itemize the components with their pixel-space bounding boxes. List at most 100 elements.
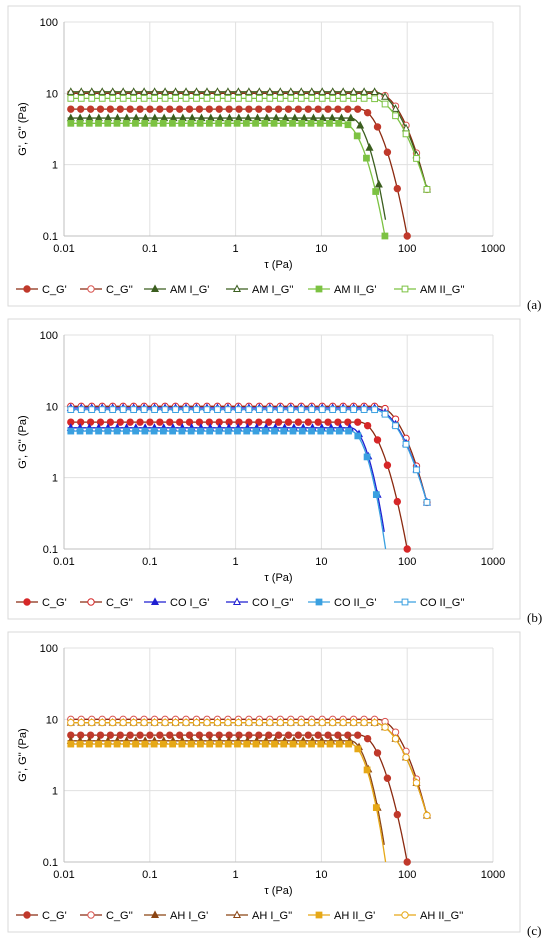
series-line [67, 122, 386, 237]
data-point [335, 427, 343, 435]
data-point [326, 119, 333, 127]
data-point [264, 418, 273, 426]
data-point [106, 418, 115, 426]
data-point [195, 105, 204, 113]
data-point [317, 740, 325, 748]
legend-item: AM II_G'' [394, 284, 465, 296]
data-point [98, 87, 107, 95]
data-point [349, 87, 358, 95]
data-point [182, 406, 190, 413]
data-point [354, 105, 362, 113]
data-point [294, 418, 303, 426]
data-point [373, 436, 382, 444]
data-point [354, 432, 362, 440]
data-point [245, 105, 253, 113]
data-point [234, 718, 243, 727]
y-tick-label: 1 [52, 473, 58, 485]
x-tick-label: 0.01 [53, 556, 74, 568]
data-point [205, 105, 214, 113]
data-point [122, 427, 130, 435]
series-line [67, 108, 408, 237]
data-point [345, 427, 352, 435]
data-point [175, 418, 184, 426]
data-point [140, 94, 148, 102]
data-point [304, 418, 312, 426]
data-point [178, 119, 186, 127]
data-point [193, 94, 200, 102]
legend-label: CO I_G' [170, 597, 209, 609]
data-point [150, 119, 158, 127]
data-point [308, 718, 316, 727]
x-tick-label: 0.1 [142, 869, 157, 881]
data-point [109, 94, 117, 102]
series-line [67, 740, 385, 845]
legend-marker [315, 598, 323, 606]
data-point [234, 427, 241, 435]
data-point [86, 418, 95, 426]
data-point [289, 427, 297, 435]
data-point [77, 718, 85, 727]
data-point [224, 119, 232, 127]
data-point [324, 105, 332, 113]
legend-marker [150, 284, 160, 293]
data-point [205, 418, 214, 426]
data-point [224, 94, 232, 102]
series-b-5 [67, 406, 431, 506]
legend-label: C_G' [42, 284, 67, 296]
series-line [67, 117, 387, 220]
data-point [126, 731, 134, 739]
legend-label: C_G'' [106, 597, 133, 609]
data-point [308, 740, 315, 748]
data-point [298, 740, 306, 748]
legend-label: C_G' [42, 910, 67, 922]
data-point [172, 406, 179, 413]
legend-marker [87, 598, 95, 606]
legend-item: CO II_G' [308, 597, 376, 609]
data-point [286, 87, 295, 95]
data-point [304, 731, 312, 739]
data-point [412, 779, 421, 787]
data-point [119, 406, 127, 413]
data-point [106, 105, 115, 113]
legend-label: AM II_G'' [420, 284, 465, 296]
data-point [67, 94, 75, 102]
data-point [132, 119, 139, 127]
legend-label: AM I_G' [170, 284, 209, 296]
data-point [371, 406, 378, 414]
data-point [402, 753, 410, 761]
data-point [224, 406, 232, 413]
data-point [96, 105, 105, 113]
data-point [86, 105, 95, 113]
data-point [314, 731, 322, 739]
data-point [335, 740, 343, 748]
series-a-2 [66, 113, 387, 220]
data-point [318, 87, 327, 95]
legend-marker [401, 598, 409, 606]
data-point [360, 87, 369, 95]
data-point [381, 410, 389, 418]
y-tick-label: 10 [46, 88, 58, 100]
series-a-5 [67, 94, 431, 193]
data-point [108, 718, 117, 727]
data-point [255, 406, 263, 413]
data-point [266, 406, 274, 413]
legend-label: AH I_G' [170, 910, 208, 922]
data-point [129, 87, 138, 95]
legend-item: C_G'' [80, 910, 133, 922]
data-point [339, 406, 347, 413]
data-point [289, 740, 297, 748]
x-axis-label: τ (Pa) [264, 885, 292, 897]
data-point [214, 406, 221, 413]
data-point [318, 94, 326, 102]
data-point [206, 119, 213, 127]
data-point [252, 119, 259, 127]
data-point [119, 94, 127, 102]
y-tick-label: 0.1 [43, 231, 58, 243]
y-tick-label: 1 [52, 786, 58, 798]
data-point [234, 87, 243, 95]
data-point [353, 132, 361, 140]
data-point [344, 105, 352, 113]
data-point [297, 94, 305, 102]
data-point [274, 731, 283, 739]
